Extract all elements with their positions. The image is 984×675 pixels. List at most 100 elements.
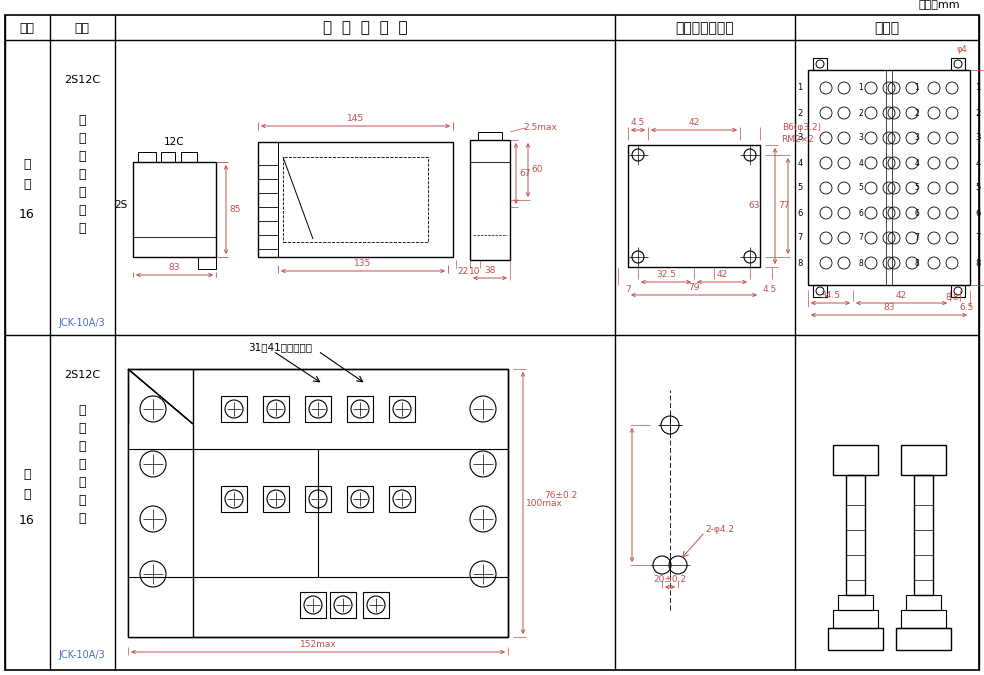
Text: 4.5: 4.5 [631,118,646,127]
Text: 2: 2 [914,109,919,117]
Text: 5: 5 [797,184,803,192]
Text: 线: 线 [79,512,86,524]
Text: 4: 4 [914,159,919,167]
Text: 2: 2 [975,109,981,117]
Text: 32.5: 32.5 [656,270,676,279]
Bar [138,152,156,162]
Text: 4.5: 4.5 [763,284,777,294]
Text: RM2×2: RM2×2 [781,134,815,144]
Text: 结构: 结构 [75,22,90,34]
Bar [901,610,946,628]
Bar [846,475,865,595]
Text: 7: 7 [914,234,919,242]
Text: 接: 接 [79,493,86,506]
Bar [389,396,415,422]
Text: 83: 83 [884,303,894,312]
Text: 1: 1 [975,84,981,92]
Text: 60: 60 [531,165,542,175]
Bar [347,486,373,512]
Text: 22: 22 [458,267,468,277]
Text: 出: 出 [79,132,86,144]
Text: 77: 77 [778,202,789,211]
Bar [161,152,175,162]
Text: 79: 79 [688,283,700,292]
Bar [305,486,331,512]
Text: 外  形  尺  寸  图: 外 形 尺 寸 图 [323,20,407,36]
Bar [628,145,760,267]
Bar [478,132,502,140]
Text: 3: 3 [975,134,981,142]
Text: 34.5: 34.5 [821,291,840,300]
Text: 3: 3 [859,134,863,142]
Bar [808,70,970,285]
Text: 6: 6 [975,209,981,217]
Text: 线: 线 [79,221,86,234]
Text: 安装开孔尺寸图: 安装开孔尺寸图 [676,21,734,35]
Text: 7: 7 [797,234,803,242]
Text: 2-φ4.2: 2-φ4.2 [705,526,734,535]
Text: 7: 7 [625,284,631,294]
Text: 2S12C: 2S12C [64,370,100,380]
Text: 6.5: 6.5 [959,302,974,311]
Text: 76±0.2: 76±0.2 [544,491,577,500]
Bar [283,157,428,242]
Text: 145: 145 [347,114,364,123]
Text: 2S12C: 2S12C [64,75,100,85]
Text: 附: 附 [24,159,31,171]
Bar [363,592,389,618]
Text: 5: 5 [975,184,981,192]
Text: 3: 3 [797,134,803,142]
Bar [951,285,965,297]
Text: 63: 63 [749,202,760,211]
Text: 85: 85 [229,205,240,214]
Text: 42: 42 [895,291,907,300]
Text: 67: 67 [519,169,530,178]
Text: 图号: 图号 [20,22,34,34]
Text: 单位：mm: 单位：mm [918,0,960,10]
Text: 凸: 凸 [79,404,86,416]
Text: 5: 5 [859,184,863,192]
Text: 7: 7 [975,234,981,242]
Text: 12C: 12C [163,137,184,147]
Text: 6: 6 [797,209,803,217]
Text: 式: 式 [79,439,86,452]
Text: JCK-10A/3: JCK-10A/3 [59,318,105,328]
Text: 8: 8 [859,259,863,267]
Bar [470,140,510,260]
Text: 83: 83 [168,263,180,272]
Bar [833,610,878,628]
Bar [330,592,356,618]
Text: 出: 出 [79,421,86,435]
Text: 3: 3 [914,134,919,142]
Text: 图: 图 [24,178,31,192]
Text: 2.5max: 2.5max [523,122,557,132]
Text: 5: 5 [914,184,919,192]
Text: 板: 板 [79,458,86,470]
Bar [901,445,946,475]
Text: B6(φ3.2): B6(φ3.2) [782,122,822,132]
Text: 4: 4 [975,159,981,167]
Bar [833,445,878,475]
Bar [221,486,247,512]
Bar [263,486,289,512]
Bar [133,162,216,257]
Text: φ4: φ4 [956,45,967,55]
Text: 6: 6 [859,209,863,217]
Bar [914,475,933,595]
Text: 42: 42 [716,270,727,279]
Text: 1: 1 [914,84,919,92]
Text: 16: 16 [19,209,34,221]
Text: 式: 式 [79,149,86,163]
Bar [838,595,873,610]
Text: 10: 10 [469,267,481,277]
Text: 1: 1 [797,84,803,92]
Text: 42: 42 [689,118,700,127]
Bar [258,142,453,257]
Text: 板: 板 [79,167,86,180]
Text: 图: 图 [24,489,31,502]
Bar [906,595,941,610]
Bar [263,396,289,422]
Bar [221,396,247,422]
Text: 2: 2 [859,109,863,117]
Text: 端子图: 端子图 [875,21,899,35]
